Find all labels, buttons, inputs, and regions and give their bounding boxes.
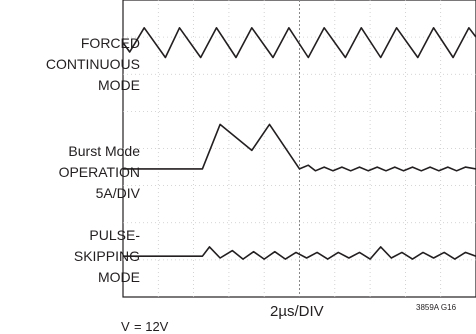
x-axis-label: 2µs/DIV (270, 303, 324, 320)
trace-label-line: PULSE- (89, 227, 140, 243)
trace-label-line: MODE (98, 269, 140, 285)
trace-label-line: OPERATION (58, 164, 140, 180)
trace-label-line: CONTINUOUS (45, 56, 140, 72)
trace-label-pulse-skipping: PULSE- SKIPPING MODE (74, 225, 140, 288)
oscilloscope-plot (122, 0, 476, 298)
trace-label-forced-continuous: FORCED CONTINUOUS MODE (46, 33, 140, 96)
figure-id: 3859A G16 (416, 303, 457, 312)
trace-label-line: SKIPPING (73, 248, 140, 264)
trace-label-line: FORCED (80, 35, 140, 51)
trace-label-line: 5A/DIV (95, 185, 140, 201)
trace-line-2 (123, 123, 476, 172)
footnote-vin: V = 12V (121, 319, 169, 334)
trace-line-3 (123, 246, 476, 260)
trace-line-1 (122, 26, 476, 59)
trace-label-line: Burst Mode (68, 143, 140, 159)
trace-label-burst-mode: Burst Mode OPERATION 5A/DIV (59, 141, 140, 204)
trace-label-line: MODE (98, 77, 140, 93)
